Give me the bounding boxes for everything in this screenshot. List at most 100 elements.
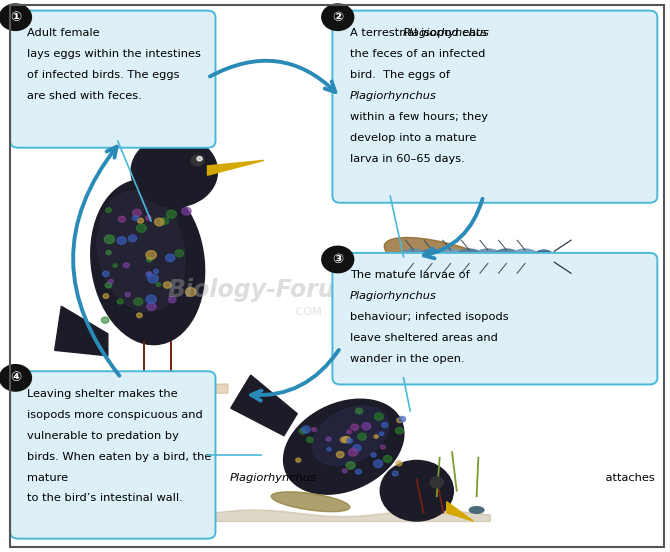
Circle shape xyxy=(191,155,204,166)
Circle shape xyxy=(145,215,151,220)
Circle shape xyxy=(146,295,156,304)
Ellipse shape xyxy=(271,492,350,512)
Circle shape xyxy=(119,216,125,222)
Circle shape xyxy=(137,218,143,223)
Circle shape xyxy=(106,251,111,254)
Circle shape xyxy=(137,313,142,317)
Text: mature: mature xyxy=(27,473,72,482)
Ellipse shape xyxy=(312,406,389,465)
Circle shape xyxy=(340,437,347,443)
Circle shape xyxy=(156,283,161,286)
Circle shape xyxy=(356,469,361,474)
Circle shape xyxy=(147,257,152,262)
Ellipse shape xyxy=(283,399,404,494)
Circle shape xyxy=(155,218,164,226)
Circle shape xyxy=(342,469,347,473)
Text: Leaving shelter makes the: Leaving shelter makes the xyxy=(27,389,178,399)
Ellipse shape xyxy=(356,268,472,305)
Circle shape xyxy=(113,264,117,267)
Circle shape xyxy=(383,455,392,463)
Circle shape xyxy=(169,296,176,303)
Text: isopods more conspicuous and: isopods more conspicuous and xyxy=(27,410,203,420)
Text: Plagiorhynchus: Plagiorhynchus xyxy=(350,291,437,301)
Circle shape xyxy=(182,207,191,215)
Circle shape xyxy=(106,208,111,213)
Ellipse shape xyxy=(456,249,482,264)
Circle shape xyxy=(197,157,202,161)
Text: bird.  The eggs of: bird. The eggs of xyxy=(350,70,450,80)
Circle shape xyxy=(109,279,113,283)
Text: are shed with feces.: are shed with feces. xyxy=(27,91,142,101)
Circle shape xyxy=(346,438,352,443)
Circle shape xyxy=(129,235,137,242)
Circle shape xyxy=(358,433,366,440)
Circle shape xyxy=(105,235,115,243)
Circle shape xyxy=(375,413,383,420)
Circle shape xyxy=(295,458,301,462)
Ellipse shape xyxy=(474,249,501,264)
Circle shape xyxy=(153,269,158,273)
Circle shape xyxy=(348,449,358,456)
Polygon shape xyxy=(447,502,473,521)
Text: The mature larvae of: The mature larvae of xyxy=(350,270,470,280)
Circle shape xyxy=(396,461,402,466)
Circle shape xyxy=(163,282,172,288)
Circle shape xyxy=(117,237,127,245)
Text: attaches: attaches xyxy=(602,473,655,482)
Circle shape xyxy=(165,254,175,262)
Circle shape xyxy=(0,365,31,391)
Circle shape xyxy=(374,435,379,438)
Polygon shape xyxy=(208,161,264,175)
Circle shape xyxy=(101,317,109,323)
Ellipse shape xyxy=(493,249,520,264)
Text: ①: ① xyxy=(10,10,21,24)
Circle shape xyxy=(356,408,363,414)
Circle shape xyxy=(312,428,316,432)
Text: to the bird’s intestinal wall.: to the bird’s intestinal wall. xyxy=(27,493,183,503)
Text: Adult female: Adult female xyxy=(27,28,104,38)
Circle shape xyxy=(399,416,405,422)
Circle shape xyxy=(0,4,31,30)
Text: within a few hours; they: within a few hours; they xyxy=(350,112,488,122)
FancyBboxPatch shape xyxy=(10,10,216,148)
Circle shape xyxy=(148,274,158,283)
Circle shape xyxy=(343,437,350,443)
Ellipse shape xyxy=(512,249,539,264)
FancyBboxPatch shape xyxy=(332,253,657,385)
Text: Plagiorhynchus: Plagiorhynchus xyxy=(350,91,437,101)
FancyBboxPatch shape xyxy=(332,10,657,203)
Circle shape xyxy=(147,272,151,275)
Text: .COM: .COM xyxy=(292,307,322,317)
Circle shape xyxy=(381,445,385,449)
Ellipse shape xyxy=(419,249,446,264)
Text: Plagiorhynchus: Plagiorhynchus xyxy=(403,28,490,38)
Circle shape xyxy=(326,437,331,441)
Text: leave sheltered areas and: leave sheltered areas and xyxy=(350,333,498,343)
Circle shape xyxy=(299,428,306,434)
Circle shape xyxy=(374,460,383,468)
Text: A terrestrial isopod eats: A terrestrial isopod eats xyxy=(350,28,486,38)
Circle shape xyxy=(133,215,138,220)
Text: develop into a mature: develop into a mature xyxy=(350,133,476,143)
Text: Plagiorhynchus: Plagiorhynchus xyxy=(230,473,316,482)
Circle shape xyxy=(123,263,129,268)
Text: wander in the open.: wander in the open. xyxy=(350,354,464,364)
Circle shape xyxy=(302,426,310,433)
Text: lays eggs within the intestines: lays eggs within the intestines xyxy=(27,49,201,59)
Circle shape xyxy=(167,210,176,218)
Text: Biology-Forums: Biology-Forums xyxy=(168,278,374,302)
Circle shape xyxy=(307,437,313,443)
Circle shape xyxy=(137,224,146,232)
Text: ④: ④ xyxy=(10,371,21,384)
Circle shape xyxy=(351,424,358,431)
Text: vulnerable to predation by: vulnerable to predation by xyxy=(27,431,180,440)
Circle shape xyxy=(160,217,169,224)
Circle shape xyxy=(353,445,361,452)
Circle shape xyxy=(103,294,109,299)
Text: larva in 60–65 days.: larva in 60–65 days. xyxy=(350,154,464,164)
Ellipse shape xyxy=(438,249,464,264)
Circle shape xyxy=(362,423,371,430)
Ellipse shape xyxy=(90,180,204,344)
Circle shape xyxy=(347,430,351,434)
Ellipse shape xyxy=(469,507,484,513)
